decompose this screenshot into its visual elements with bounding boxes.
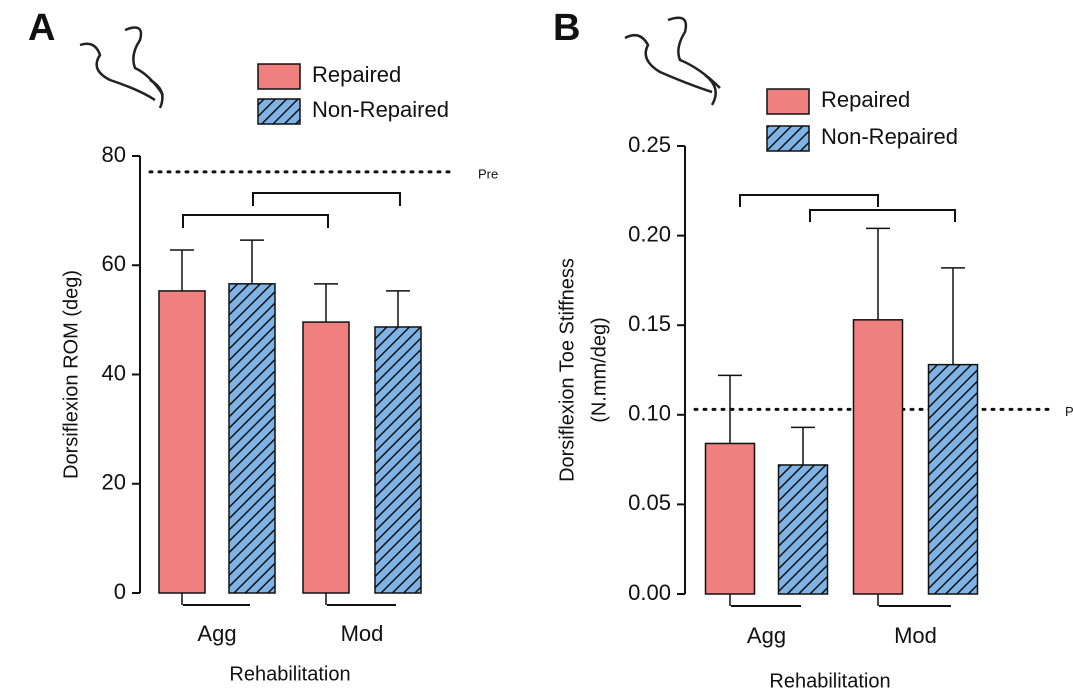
legend-label: Non-Repaired (821, 124, 958, 149)
x-axis-label: Rehabilitation (229, 663, 350, 685)
y-tick-label: 0.20 (628, 221, 671, 246)
legend-label: Repaired (312, 62, 401, 87)
error-bar (866, 227, 890, 320)
y-axis-label: Dorsiflexion Toe Stiffness (556, 258, 578, 482)
significance-bracket (182, 214, 329, 228)
legend-swatch (257, 63, 301, 90)
bar (158, 290, 206, 594)
y-tick-label: 0.25 (628, 132, 671, 157)
x-tick-label: Agg (197, 621, 236, 646)
reference-label: Pre (478, 166, 498, 181)
legend-swatch (766, 88, 810, 115)
significance-bracket (809, 209, 956, 222)
error-bar (718, 374, 742, 444)
y-tick-label: 0.15 (628, 311, 671, 336)
y-axis-label: (N.mm/deg) (588, 317, 610, 423)
error-bar (170, 249, 194, 291)
reference-label: Pre (1065, 404, 1073, 419)
bar (852, 319, 904, 595)
bar (927, 363, 979, 595)
panel-label: A (28, 7, 55, 49)
y-tick-label: 0.05 (628, 490, 671, 515)
legend-label: Non-Repaired (312, 97, 449, 122)
y-axis-label: Dorsiflexion ROM (deg) (60, 270, 82, 479)
y-tick-label: 40 (102, 360, 126, 385)
x-tick-label: Mod (341, 621, 384, 646)
bar (228, 283, 276, 594)
x-tick-label: Mod (894, 623, 937, 648)
foot-icon (624, 16, 721, 106)
error-bar (386, 290, 410, 327)
bar (374, 326, 422, 594)
error-bar (314, 283, 338, 323)
panel-label: B (553, 7, 580, 49)
bar (704, 442, 756, 595)
legend-label: Repaired (821, 87, 910, 112)
bar (302, 321, 350, 594)
y-tick-label: 0 (114, 579, 126, 604)
y-tick-label: 0.00 (628, 580, 671, 605)
y-tick-label: 80 (102, 142, 126, 167)
legend-swatch (766, 125, 810, 152)
error-bar (941, 267, 965, 365)
y-tick-label: 0.10 (628, 401, 671, 426)
y-tick-label: 20 (102, 470, 126, 495)
foot-icon (79, 26, 165, 109)
significance-bracket (739, 194, 879, 207)
legend-swatch (257, 98, 301, 125)
x-axis-label: Rehabilitation (769, 670, 890, 692)
error-bar (240, 239, 264, 284)
significance-bracket (252, 192, 401, 206)
error-bar (791, 426, 815, 465)
bar (777, 464, 829, 595)
y-tick-label: 60 (102, 251, 126, 276)
x-tick-label: Agg (747, 623, 786, 648)
